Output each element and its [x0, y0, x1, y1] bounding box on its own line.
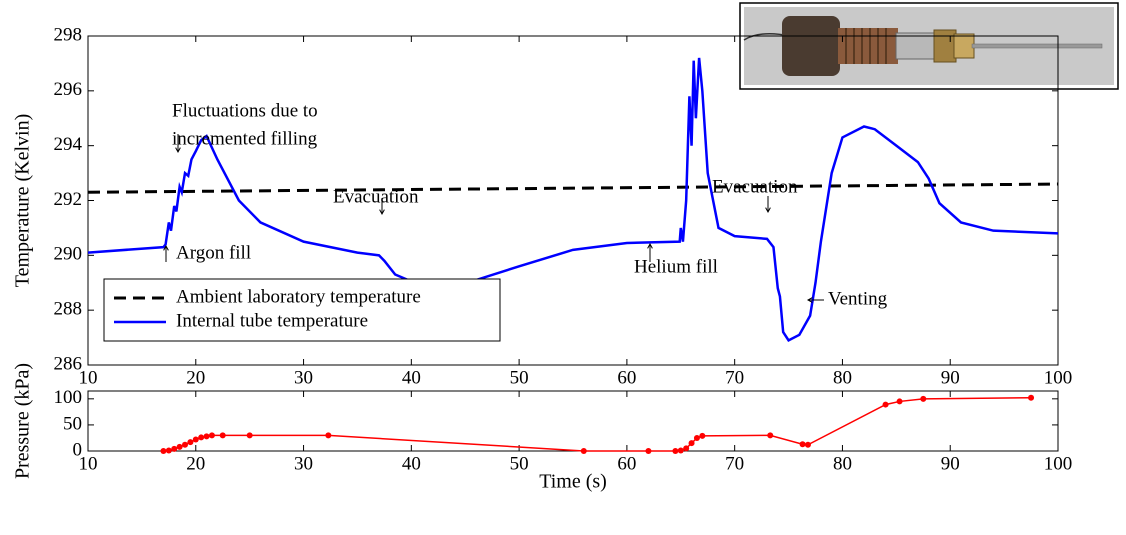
data-point	[198, 434, 205, 441]
x-tick-label: 100	[1044, 367, 1073, 388]
x-tick-label: 20	[186, 367, 205, 388]
x-tick-label: 40	[402, 453, 421, 474]
annotation: Evacuation	[333, 186, 419, 207]
annotation-arrow	[765, 196, 771, 214]
series-line	[163, 397, 1032, 452]
data-point	[699, 432, 706, 439]
data-point	[219, 432, 226, 439]
data-point	[920, 395, 927, 402]
x-axis-label: Time (s)	[539, 471, 607, 493]
photo-inset	[739, 2, 1119, 90]
axes-box	[87, 35, 1059, 366]
x-tick-label: 100	[1044, 453, 1073, 474]
y-tick-label: 286	[54, 353, 83, 374]
y-tick-label: 292	[54, 189, 83, 210]
data-point	[767, 432, 774, 439]
y-axis-label: Pressure (kPa)	[12, 363, 34, 479]
x-tick-label: 60	[617, 453, 636, 474]
x-tick-label: 60	[617, 367, 636, 388]
annotation: Venting	[828, 288, 888, 309]
data-point	[171, 445, 178, 452]
annotation-arrow	[175, 134, 181, 154]
y-tick-label: 0	[73, 439, 83, 460]
y-tick-label: 296	[54, 79, 83, 100]
x-tick-label: 80	[833, 367, 852, 388]
x-tick-label: 30	[294, 367, 313, 388]
x-tick-label: 70	[725, 453, 744, 474]
y-tick-label: 100	[54, 387, 83, 408]
data-point	[187, 439, 194, 446]
data-point	[325, 432, 332, 439]
annotation-arrow	[806, 297, 824, 303]
data-point	[693, 434, 700, 441]
annotation: Fluctuations due to	[172, 100, 318, 121]
data-point	[804, 441, 811, 448]
y-tick-label: 290	[54, 244, 83, 265]
data-point	[192, 436, 199, 443]
x-tick-label: 10	[79, 367, 98, 388]
data-point	[896, 398, 903, 405]
x-tick-label: 50	[510, 367, 529, 388]
x-tick-label: 50	[510, 453, 529, 474]
y-tick-label: 298	[54, 24, 83, 45]
annotation-arrow	[379, 198, 385, 216]
data-point	[165, 447, 172, 454]
annotation: Evacuation	[712, 176, 798, 197]
annotation-arrow	[647, 242, 653, 262]
data-point	[672, 448, 679, 454]
series-line	[87, 57, 1059, 342]
data-point	[688, 440, 695, 447]
data-point	[677, 447, 684, 454]
annotation: Argon fill	[176, 242, 251, 263]
data-point	[246, 432, 253, 439]
data-point	[683, 445, 690, 452]
y-tick-label: 294	[54, 134, 83, 155]
x-tick-label: 80	[833, 453, 852, 474]
data-point	[160, 448, 167, 454]
data-point	[1028, 394, 1035, 401]
data-point	[645, 448, 652, 454]
data-point	[580, 448, 587, 454]
legend-box	[103, 278, 501, 342]
series-line	[87, 182, 1059, 194]
x-tick-label: 90	[941, 453, 960, 474]
data-point	[176, 443, 183, 450]
x-tick-label: 30	[294, 453, 313, 474]
data-point	[799, 441, 806, 448]
annotation-arrow	[163, 244, 169, 262]
annotation: Helium fill	[634, 256, 718, 277]
legend-label: Ambient laboratory temperature	[176, 286, 421, 307]
data-point	[203, 433, 210, 440]
data-point	[182, 441, 188, 448]
x-tick-label: 20	[186, 453, 205, 474]
y-axis-label: Temperature (Kelvin)	[12, 114, 34, 288]
x-tick-label: 10	[79, 453, 98, 474]
y-tick-label: 50	[63, 413, 82, 434]
x-tick-label: 40	[402, 367, 421, 388]
x-tick-label: 70	[725, 367, 744, 388]
x-tick-label: 90	[941, 367, 960, 388]
legend-label: Internal tube temperature	[176, 310, 368, 331]
data-point	[208, 432, 215, 439]
annotation: incremented filling	[172, 128, 318, 149]
y-tick-label: 288	[54, 299, 83, 320]
data-point	[882, 401, 889, 408]
